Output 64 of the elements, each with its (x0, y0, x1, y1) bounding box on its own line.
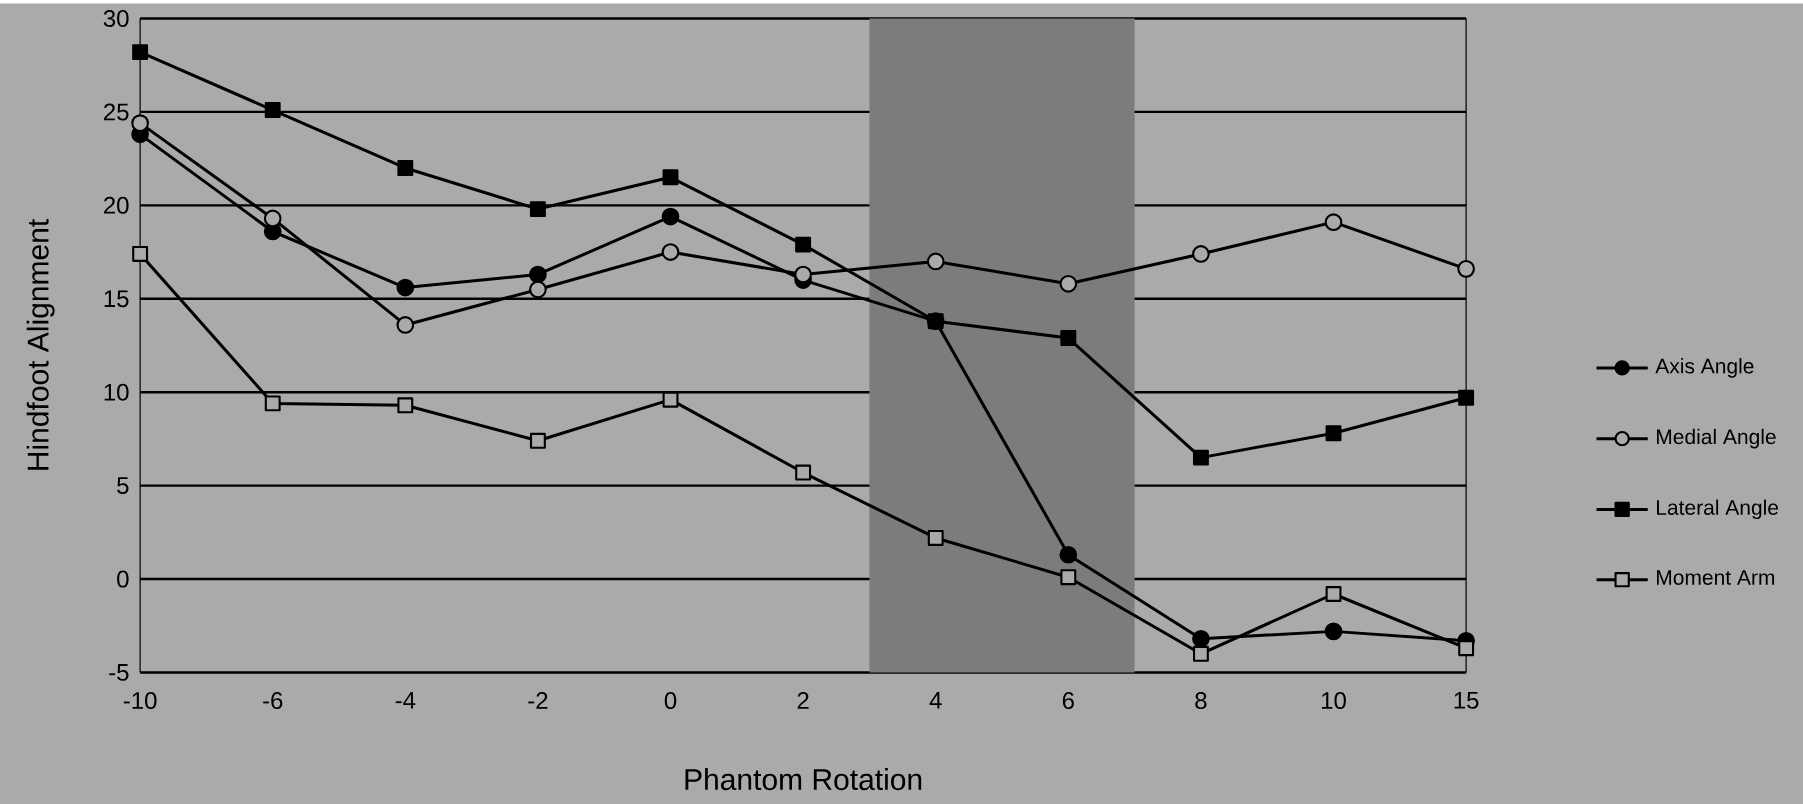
point (1457, 259, 1475, 278)
point (795, 464, 812, 481)
point (1325, 585, 1342, 602)
point (396, 278, 415, 297)
point (926, 252, 945, 271)
x-tick-label: 10 (1322, 691, 1346, 709)
point (529, 432, 546, 449)
point (1192, 244, 1210, 263)
y-tick-label: 10 (104, 383, 129, 401)
point (1458, 389, 1475, 406)
point (397, 159, 414, 176)
x-tick-label: -6 (263, 691, 283, 709)
x-tick-label: -2 (528, 691, 548, 709)
point (662, 391, 679, 408)
x-tick-label: 4 (929, 691, 942, 709)
point (1325, 425, 1342, 442)
point (1059, 274, 1078, 293)
point (1060, 569, 1077, 585)
legend-label: Medial Angle (1657, 428, 1776, 449)
point (795, 236, 812, 253)
point (529, 200, 546, 217)
x-tick-label: 2 (797, 691, 809, 709)
x-axis-title: Phantom Rotation (685, 767, 922, 790)
x-tick-label: 0 (664, 691, 677, 709)
point (661, 207, 680, 226)
point (132, 245, 149, 262)
point (264, 395, 281, 412)
legend-label: Axis Angle (1655, 357, 1754, 378)
point (1059, 545, 1078, 564)
point (1060, 329, 1077, 346)
y-tick-label: 25 (104, 103, 129, 121)
y-tick-label: 20 (104, 196, 129, 214)
y-tick-label: 30 (103, 9, 129, 27)
x-tick-label: 15 (1454, 691, 1479, 709)
y-tick-label: -5 (109, 663, 129, 681)
point (927, 313, 944, 329)
y-axis-title: Hindfoot Alignment (26, 218, 55, 470)
point (1324, 213, 1343, 231)
x-tick-label: 6 (1062, 691, 1074, 709)
point (131, 114, 149, 132)
legend-label: Moment Arm (1657, 570, 1775, 585)
point (397, 397, 414, 413)
point (1192, 449, 1209, 466)
x-tick-label: -4 (395, 691, 416, 709)
legend-label: Lateral Angle (1657, 499, 1779, 519)
point (1458, 640, 1475, 656)
point (264, 101, 281, 118)
point (927, 529, 944, 546)
point (529, 265, 547, 284)
x-tick-label: 8 (1195, 691, 1207, 709)
x-tick-label: -10 (123, 691, 157, 709)
y-tick-label: 5 (117, 477, 129, 494)
y-tick-label: 15 (104, 290, 129, 307)
point (1192, 645, 1209, 662)
point (662, 169, 679, 186)
point (794, 265, 812, 284)
point (263, 209, 282, 228)
point (1324, 622, 1343, 640)
point (661, 242, 680, 261)
point (1192, 629, 1210, 648)
point (132, 43, 149, 60)
y-tick-label: 0 (117, 570, 129, 588)
point (529, 280, 547, 299)
point (396, 315, 415, 334)
